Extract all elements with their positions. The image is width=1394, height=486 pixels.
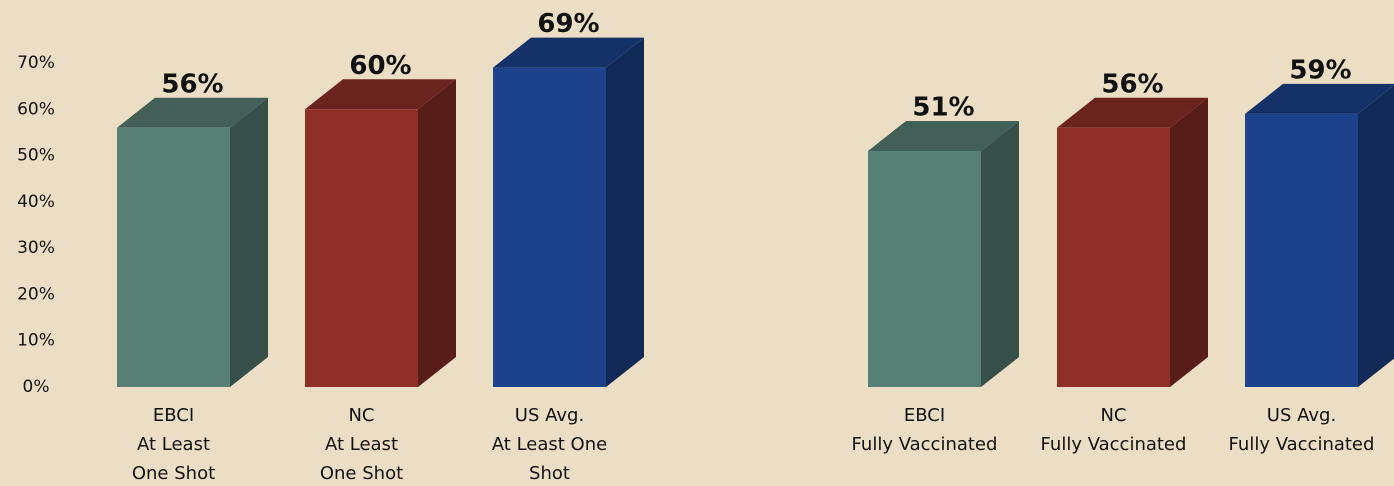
x-tick-label: Shot — [529, 463, 570, 484]
bar-top — [493, 37, 644, 68]
x-tick-label: One Shot — [132, 463, 215, 484]
bar — [868, 150, 981, 387]
y-tick-label: 40% — [17, 192, 55, 212]
value-label: 56% — [161, 69, 223, 99]
x-tick-label: At Least One — [492, 434, 607, 455]
bar-side — [418, 79, 456, 388]
y-tick-label: 70% — [17, 53, 55, 73]
bar-side — [1358, 85, 1394, 387]
x-tick-label: EBCI — [153, 405, 194, 426]
x-tick-label: Fully Vaccinated — [852, 434, 998, 455]
y-tick-label: 50% — [17, 146, 55, 166]
bar-side — [981, 120, 1019, 387]
x-tick-label: US Avg. — [1267, 405, 1336, 426]
x-tick-label: NC — [1100, 405, 1126, 426]
bar — [305, 109, 418, 388]
bar — [117, 127, 230, 388]
bar — [493, 67, 606, 387]
bar-top — [305, 79, 456, 110]
bar-side — [1170, 97, 1208, 388]
x-tick-label: One Shot — [320, 463, 403, 484]
y-tick-label: 30% — [17, 238, 55, 258]
value-label: 56% — [1101, 69, 1163, 99]
value-label: 69% — [537, 9, 599, 39]
value-label: 60% — [349, 51, 411, 81]
y-tick-label: 60% — [17, 99, 55, 119]
x-tick-label: Fully Vaccinated — [1229, 434, 1375, 455]
x-tick-label: Fully Vaccinated — [1041, 434, 1187, 455]
x-tick-label: US Avg. — [515, 405, 584, 426]
value-label: 59% — [1289, 55, 1351, 85]
bar-top — [117, 97, 268, 128]
bar-side — [230, 97, 268, 388]
x-tick-label: NC — [348, 405, 374, 426]
y-tick-label: 0% — [23, 377, 50, 397]
x-tick-label: EBCI — [904, 405, 945, 426]
x-tick-label: At Least — [137, 434, 210, 455]
bar-side — [606, 37, 644, 387]
bar — [1057, 127, 1170, 388]
y-tick-label: 10% — [17, 331, 55, 351]
x-tick-label: At Least — [325, 434, 398, 455]
bar — [1245, 113, 1358, 388]
y-tick-label: 20% — [17, 284, 55, 304]
value-label: 51% — [912, 92, 974, 122]
bar-top — [868, 120, 1019, 151]
bar-top — [1245, 83, 1394, 114]
bar-top — [1057, 97, 1208, 128]
